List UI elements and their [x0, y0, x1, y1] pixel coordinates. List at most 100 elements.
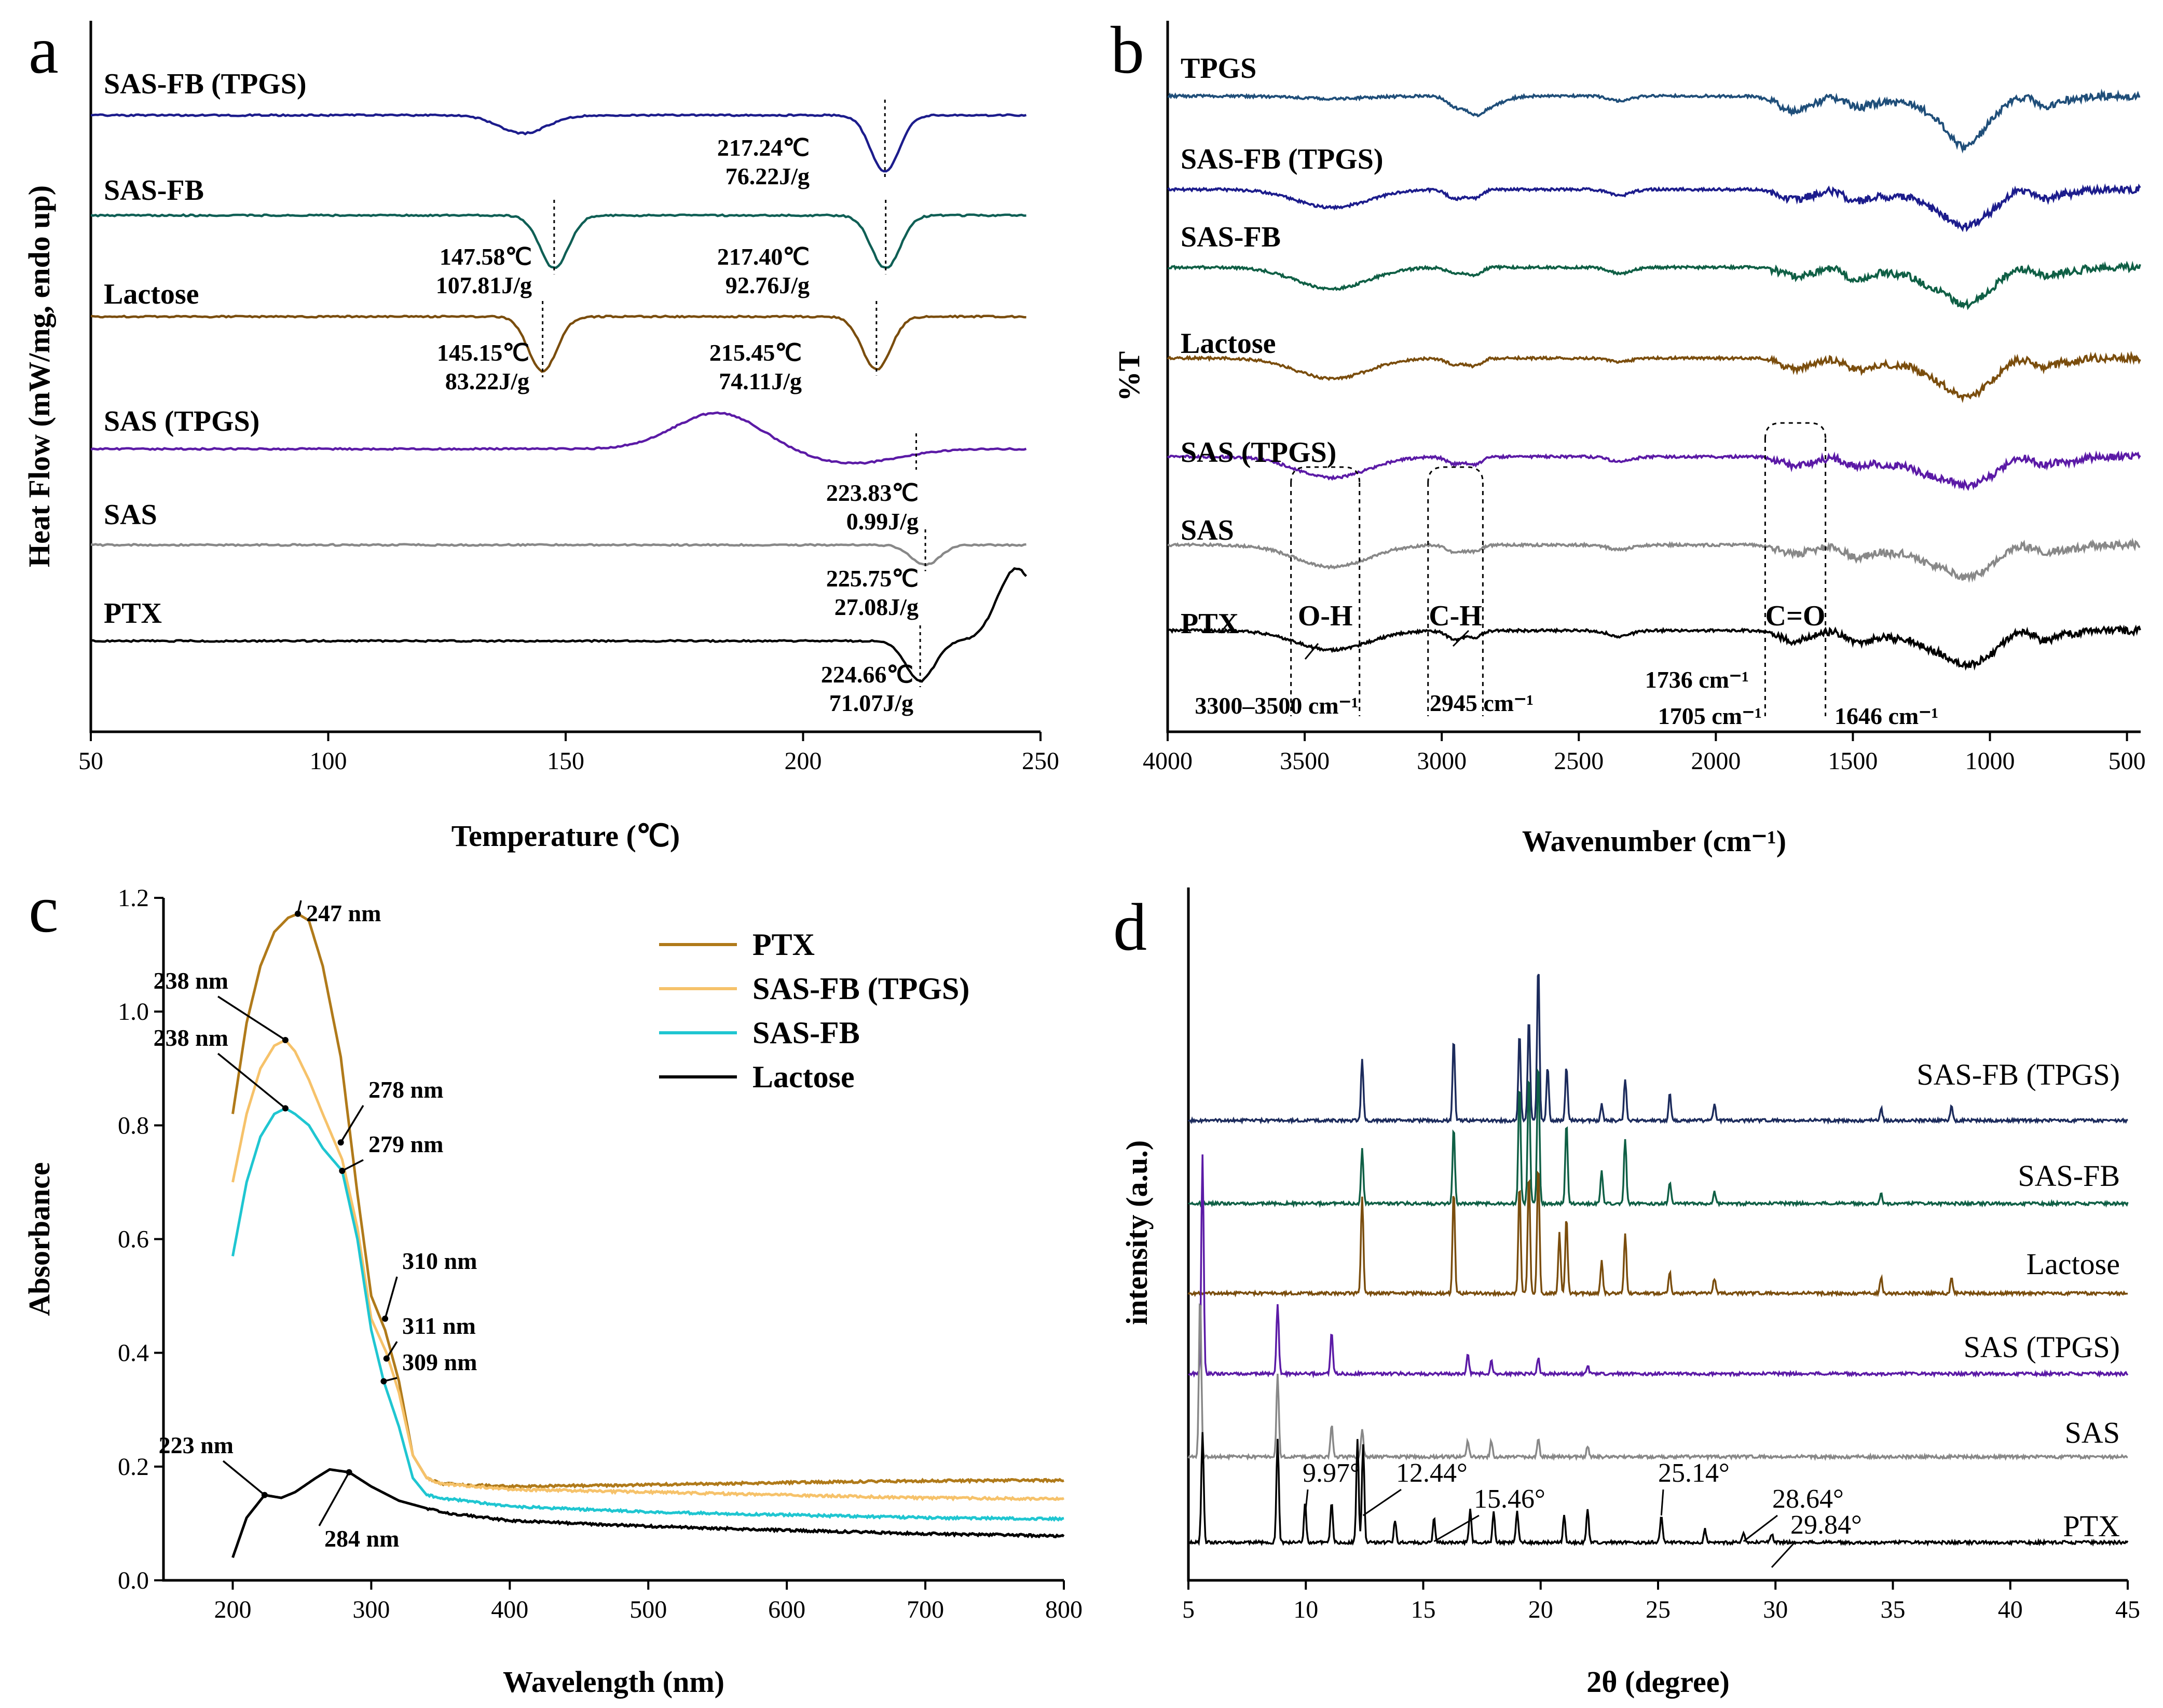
panel-a-series-label: SAS [104, 499, 157, 531]
panel-a-annotation-temp: 224.66℃ [821, 661, 913, 688]
panel-d-annotation-arrow [1304, 1489, 1309, 1516]
panel-c-curve-1 [231, 1038, 1065, 1502]
panel-d-series-label: SAS-FB (TPGS) [1916, 1058, 2120, 1091]
panel-a-x-tick-label: 200 [785, 747, 822, 775]
panel-b-spectrum-1 [1167, 183, 2141, 233]
panel-d-x-tick-label: 45 [2115, 1596, 2140, 1623]
panel-c-annotation-point [382, 1315, 389, 1322]
panel-d-series-label: SAS-FB [2018, 1159, 2120, 1193]
panel-c-annotation: 279 nm [368, 1131, 443, 1157]
panel-c-y-tick-label: 0.4 [118, 1340, 149, 1367]
panel-a-annotation-enthalpy: 107.81J/g [436, 272, 532, 298]
panel-b-series-label: PTX [1181, 608, 1239, 640]
panel-c-x-axis-title: Wavelength (nm) [503, 1665, 724, 1699]
panel-c-annotation-point [346, 1469, 352, 1475]
panel-d-annotation-arrow [1433, 1514, 1480, 1542]
panel-b-spectrum-3 [1167, 350, 2141, 403]
panel-b-region-label: C-H [1429, 600, 1482, 632]
panel-c-y-tick-label: 0.8 [118, 1112, 149, 1139]
panel-c-x-tick-label: 600 [768, 1596, 805, 1623]
panel-d-annotation-arrow [1743, 1514, 1778, 1542]
panel-c-annotation-point [339, 1168, 346, 1174]
panel-d-letter: d [1113, 890, 1147, 965]
panel-d-annotation: 9.97° [1303, 1458, 1361, 1488]
panel-c-legend-label: SAS-FB [752, 1016, 860, 1050]
panel-d-series-label: SAS (TPGS) [1964, 1330, 2120, 1364]
panel-a-letter: a [29, 13, 59, 88]
panel-b-arrow-oh [1304, 643, 1319, 660]
panel-d-x-axis-title: 2θ (degree) [1586, 1665, 1730, 1699]
panel-a-curve-0 [90, 113, 1027, 173]
panel-b-letter: b [1111, 13, 1144, 88]
panel-a-annotation-enthalpy: 76.22J/g [725, 163, 810, 189]
panel-c-annotation-point [383, 1355, 390, 1362]
panel-a-annotation-temp: 145.15℃ [437, 339, 529, 366]
panel-c-x-tick-label: 500 [629, 1596, 667, 1623]
panel-b-x-tick-label: 3500 [1280, 747, 1330, 775]
panel-b-series-label: SAS (TPGS) [1181, 436, 1336, 469]
panel-b-spectrum-4 [1167, 450, 2141, 491]
panel-c-annotation: 278 nm [368, 1076, 443, 1103]
panel-b-arrow-ch [1452, 630, 1470, 647]
panel-d-annotation: 29.84° [1790, 1510, 1862, 1540]
panel-d-annotation: 28.64° [1772, 1484, 1844, 1514]
panel-a-axes [89, 21, 1041, 733]
panel-b-region-label: C=O [1765, 600, 1826, 632]
panel-a-annotation-enthalpy: 71.07J/g [829, 690, 913, 716]
panel-c-annotation: 309 nm [402, 1349, 477, 1375]
panel-a-curve-4 [90, 542, 1026, 566]
panel-d-x-tick-label: 5 [1182, 1596, 1195, 1623]
panel-c-annotation: 284 nm [324, 1525, 399, 1552]
panel-b-spectrum-5 [1167, 537, 2141, 583]
panel-b-x-tick-label: 500 [2109, 747, 2146, 775]
panel-c-annotation-point [294, 910, 301, 917]
panel-d-pattern-5 [1187, 1432, 2129, 1547]
panel-c-annotation-point [282, 1105, 289, 1112]
panel-b-x-tick-label: 3000 [1417, 747, 1467, 775]
panel-c-annotation-arrow [386, 1341, 398, 1359]
panel-d-pattern-2 [1187, 1170, 2128, 1298]
panel-b-y-axis-title: %T [1112, 351, 1146, 402]
panel-a-annotation-enthalpy: 83.22J/g [445, 368, 529, 394]
panel-c-annotation: 247 nm [306, 900, 381, 926]
panel-c-x-tick-label: 300 [352, 1596, 390, 1623]
panel-c-annotation: 310 nm [402, 1248, 477, 1274]
panel-b-region-box [1764, 422, 1827, 439]
panel-a-series-label: Lactose [104, 278, 199, 310]
panel-c-annotation: 223 nm [159, 1432, 234, 1458]
panel-c-curve-0 [231, 912, 1064, 1490]
panel-a-series-label: SAS-FB [104, 174, 204, 207]
panel-d-x-tick-label: 40 [1998, 1596, 2023, 1623]
panel-b-region-box [1427, 466, 1484, 483]
panel-c-curve-2 [231, 1106, 1064, 1522]
panel-d-x-tick-label: 30 [1763, 1596, 1788, 1623]
panel-a-curve-2 [90, 314, 1026, 373]
panel-b-x-tick-label: 1000 [1965, 747, 2015, 775]
panel-c-x-tick-label: 700 [907, 1596, 944, 1623]
panel-a-annotation-temp: 217.24℃ [717, 134, 810, 161]
panel-a-annotation-enthalpy: 74.11J/g [719, 368, 802, 394]
panel-c-y-axis-title: Absorbance [22, 1162, 56, 1316]
panel-b-note-ch: 2945 cm⁻¹ [1430, 690, 1534, 716]
panel-d-annotation-arrow [1771, 1540, 1797, 1568]
panel-a-x-tick-label: 150 [547, 747, 584, 775]
panel-d-x-tick-label: 20 [1528, 1596, 1553, 1623]
panel-c-annotation: 238 nm [154, 1024, 228, 1051]
panel-b-note-oh: 3300–3500 cm⁻¹ [1195, 692, 1358, 719]
panel-c-annotation: 238 nm [154, 967, 228, 994]
panel-d-series-label: PTX [2063, 1509, 2120, 1543]
panel-a-series-label: PTX [104, 597, 162, 630]
panel-a-x-tick-label: 50 [78, 747, 103, 775]
panel-b-note-1646: 1646 cm⁻¹ [1835, 703, 1938, 729]
panel-d-x-tick-label: 10 [1293, 1596, 1318, 1623]
panel-d-series-label: Lactose [2027, 1247, 2120, 1281]
panel-a-y-axis-title: Heat Flow (mW/mg, endo up) [22, 185, 56, 567]
panel-d-x-tick-label: 35 [1881, 1596, 1906, 1623]
panel-c-x-tick-label: 200 [214, 1596, 251, 1623]
panel-c-annotation-arrow [341, 1159, 364, 1172]
panel-b-spectrum-0 [1167, 88, 2141, 154]
panel-d-pattern-0 [1187, 974, 2128, 1125]
panel-b-ftir: 4000 3500 3000 2500 2000 1500 1000 500 Wavenumbe… [1112, 21, 2146, 858]
panel-a-annotation-temp: 217.40℃ [717, 243, 810, 270]
